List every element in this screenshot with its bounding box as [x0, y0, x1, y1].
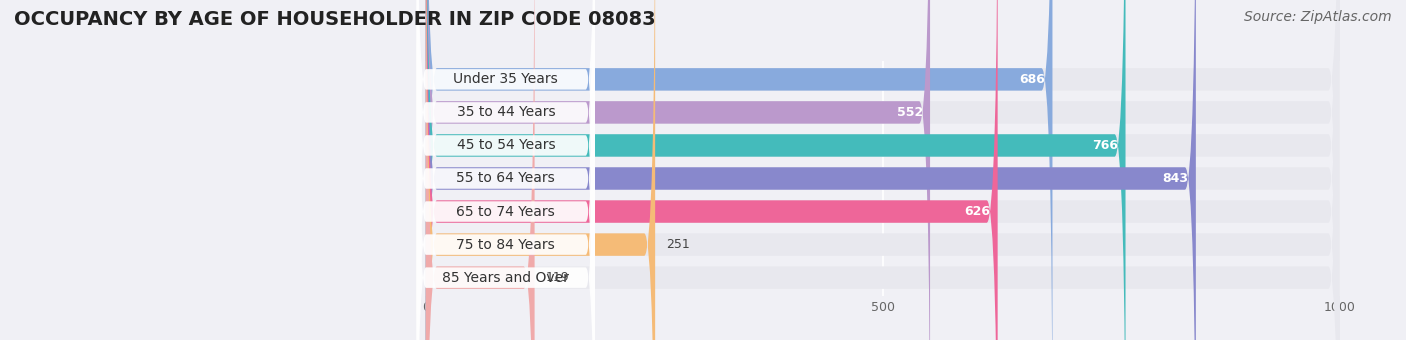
Text: 626: 626 [965, 205, 990, 218]
Text: Under 35 Years: Under 35 Years [454, 72, 558, 86]
FancyBboxPatch shape [416, 0, 595, 340]
FancyBboxPatch shape [426, 0, 1340, 340]
FancyBboxPatch shape [426, 0, 1197, 340]
FancyBboxPatch shape [416, 0, 595, 340]
FancyBboxPatch shape [426, 0, 1340, 340]
FancyBboxPatch shape [426, 0, 998, 340]
Text: 766: 766 [1092, 139, 1118, 152]
FancyBboxPatch shape [416, 0, 595, 340]
Text: 251: 251 [666, 238, 690, 251]
FancyBboxPatch shape [416, 0, 595, 340]
Text: 686: 686 [1019, 73, 1045, 86]
FancyBboxPatch shape [426, 0, 1126, 340]
Text: 35 to 44 Years: 35 to 44 Years [457, 105, 555, 119]
FancyBboxPatch shape [426, 0, 929, 340]
Text: 65 to 74 Years: 65 to 74 Years [457, 205, 555, 219]
FancyBboxPatch shape [416, 0, 595, 340]
Text: 552: 552 [897, 106, 922, 119]
FancyBboxPatch shape [426, 0, 1340, 340]
FancyBboxPatch shape [426, 0, 1340, 340]
Text: 75 to 84 Years: 75 to 84 Years [457, 238, 555, 252]
FancyBboxPatch shape [416, 0, 595, 340]
FancyBboxPatch shape [416, 0, 595, 340]
Text: 45 to 54 Years: 45 to 54 Years [457, 138, 555, 152]
FancyBboxPatch shape [426, 0, 1340, 340]
FancyBboxPatch shape [426, 0, 655, 340]
FancyBboxPatch shape [426, 0, 1340, 340]
Text: 85 Years and Over: 85 Years and Over [443, 271, 569, 285]
Text: 843: 843 [1163, 172, 1188, 185]
Text: 119: 119 [546, 271, 569, 284]
FancyBboxPatch shape [426, 0, 534, 340]
Text: Source: ZipAtlas.com: Source: ZipAtlas.com [1244, 10, 1392, 24]
Text: OCCUPANCY BY AGE OF HOUSEHOLDER IN ZIP CODE 08083: OCCUPANCY BY AGE OF HOUSEHOLDER IN ZIP C… [14, 10, 655, 29]
Text: 55 to 64 Years: 55 to 64 Years [457, 171, 555, 186]
FancyBboxPatch shape [426, 0, 1340, 340]
FancyBboxPatch shape [426, 0, 1053, 340]
